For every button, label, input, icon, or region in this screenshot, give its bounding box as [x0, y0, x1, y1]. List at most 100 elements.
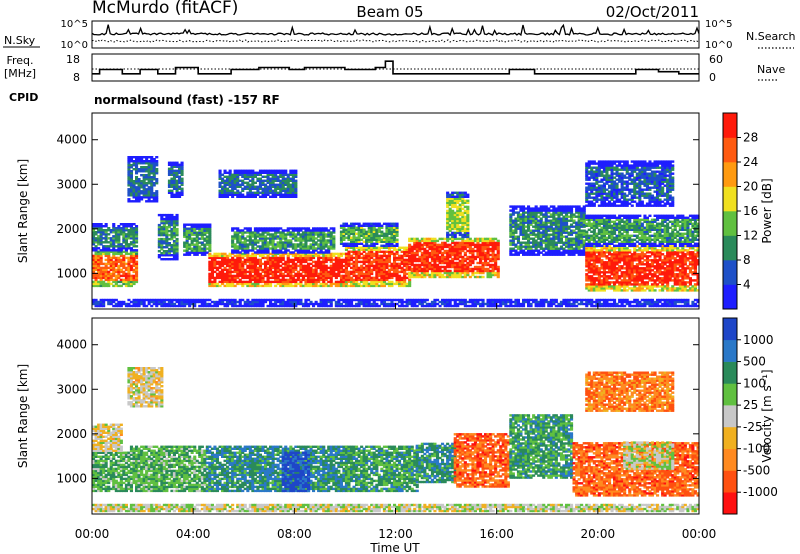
power-cell: [337, 270, 341, 274]
power-cell: [382, 270, 386, 274]
power-cell: [494, 267, 498, 271]
power-cell: [114, 270, 118, 274]
power-cell: [375, 252, 379, 256]
power-cell: [592, 263, 596, 266]
power-cell: [135, 170, 139, 173]
power-cell: [565, 227, 569, 230]
power-cell: [446, 257, 450, 261]
power-cell: [479, 239, 483, 243]
power-cell: [269, 266, 273, 270]
power-cell: [451, 257, 455, 261]
power-cell: [223, 272, 227, 276]
power-cell: [544, 253, 548, 256]
power-cell: [246, 171, 250, 174]
power-cell: [577, 225, 581, 228]
power-cell: [289, 252, 293, 256]
power-cell: [585, 249, 589, 252]
power-cell: [610, 285, 614, 288]
power-cell: [522, 231, 526, 234]
power-cell: [446, 269, 450, 273]
power-cell: [241, 254, 245, 258]
power-cell: [549, 219, 553, 222]
power-cell: [203, 253, 207, 256]
power-cell: [355, 240, 359, 243]
power-cell: [147, 180, 151, 183]
power-cell: [261, 231, 265, 234]
power-cell: [451, 211, 455, 215]
power-cell: [390, 266, 394, 270]
power-cell: [486, 237, 490, 241]
power-cell: [489, 273, 493, 277]
power-cell: [575, 221, 579, 224]
power-cell: [415, 267, 419, 271]
power-cell: [322, 239, 326, 242]
power-cell: [271, 256, 275, 260]
power-cell: [172, 231, 176, 235]
power-cell: [132, 233, 136, 236]
power-cell: [294, 249, 298, 252]
power-cell: [241, 274, 245, 278]
power-cell: [362, 256, 366, 260]
power-cell: [248, 268, 252, 272]
power-cell: [370, 234, 374, 237]
power-cell: [453, 191, 457, 194]
power-cell: [307, 231, 311, 234]
power-cell: [117, 247, 121, 250]
power-cell: [147, 174, 151, 177]
power-cell: [463, 245, 467, 249]
power-cell: [496, 271, 500, 275]
power-cell: [291, 276, 295, 280]
power-cell: [377, 234, 381, 237]
power-cell: [481, 243, 485, 247]
power-cell: [188, 233, 192, 236]
power-cell: [350, 250, 354, 253]
power-cell: [466, 255, 470, 259]
power-cell: [208, 264, 212, 268]
power-cell: [580, 211, 584, 214]
power-cell: [466, 261, 470, 265]
power-cell: [350, 222, 354, 225]
power-cell: [486, 269, 490, 273]
power-cell: [539, 211, 543, 214]
power-cell: [362, 284, 366, 288]
power-cell: [314, 252, 318, 256]
power-cell: [393, 252, 397, 256]
power-cell: [519, 223, 523, 226]
power-cell: [597, 269, 601, 272]
power-cell: [129, 258, 133, 262]
power-cell: [226, 171, 230, 174]
power-cell: [129, 235, 133, 238]
power-cell: [360, 274, 364, 278]
power-cell: [183, 249, 187, 252]
power-cell: [511, 219, 515, 222]
power-cell: [393, 264, 397, 268]
power-cell: [377, 250, 381, 253]
power-cell: [233, 179, 237, 182]
power-cell: [602, 247, 606, 250]
power-cell: [473, 245, 477, 249]
power-cell: [289, 227, 293, 230]
power-cell: [339, 240, 343, 243]
power-cell: [309, 231, 313, 234]
power-cell: [615, 247, 619, 250]
power-cell: [400, 284, 404, 288]
nsearch-label: N.Search: [746, 30, 796, 43]
power-cell: [226, 284, 230, 288]
power-cell: [248, 187, 252, 190]
power-cell: [231, 183, 235, 186]
power-cell: [274, 185, 278, 188]
power-cell: [453, 211, 457, 215]
power-cell: [107, 245, 111, 248]
power-cell: [542, 253, 546, 256]
power-cell: [157, 231, 161, 235]
power-cell: [461, 267, 465, 271]
power-cell: [615, 289, 619, 292]
power-cell: [226, 191, 230, 194]
power-cell: [281, 256, 285, 260]
power-cell: [418, 257, 422, 261]
power-cell: [145, 178, 149, 181]
power-cell: [446, 219, 450, 223]
power-cell: [258, 254, 262, 258]
power-cell: [140, 156, 144, 159]
power-cell: [339, 236, 343, 239]
